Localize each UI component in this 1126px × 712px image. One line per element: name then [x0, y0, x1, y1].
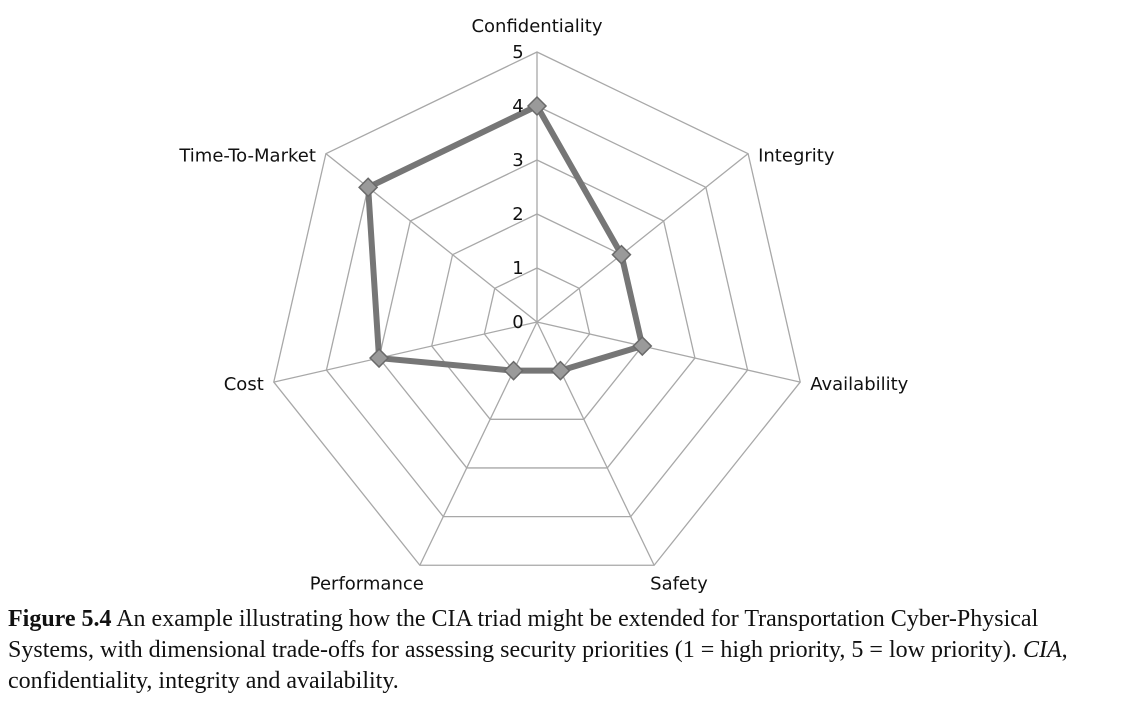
spoke-6	[325, 153, 538, 323]
figure-caption: Figure 5.4 An example illustrating how t…	[8, 604, 1118, 697]
data-point-cost	[369, 347, 390, 369]
tick-labels: 0 1 2 3 4 5	[512, 42, 523, 333]
spoke-2	[536, 321, 801, 383]
axis-label-integrity: Integrity	[758, 146, 835, 167]
caption-text-2: , confidentiality, integrity and availab…	[8, 637, 1068, 694]
axis-label-safety: Safety	[650, 573, 708, 594]
data-point-performance	[503, 360, 524, 381]
tick-label-5: 5	[512, 42, 523, 63]
data-point-safety	[550, 360, 571, 381]
caption-abbr: CIA	[1022, 637, 1062, 663]
caption-label: Figure 5.4	[8, 606, 112, 632]
spoke-1	[536, 153, 749, 323]
tick-label-2: 2	[512, 204, 523, 225]
spoke-3	[536, 321, 655, 566]
series-line	[365, 103, 646, 374]
caption-text-1: An example illustrating how the CIA tria…	[8, 606, 1039, 663]
radar-spokes	[273, 52, 801, 566]
axis-label-confidentiality: Confidentiality	[471, 16, 602, 37]
grid-ring-5	[273, 51, 801, 566]
data-point-availability	[632, 335, 653, 357]
axis-labels: Confidentiality Integrity Availability Safe…	[178, 16, 908, 594]
spoke-5	[273, 321, 538, 383]
grid-ring-3	[378, 159, 696, 469]
radar-chart: 0 1 2 3 4 5 Confidentiality Integrity Availabil…	[178, 16, 908, 594]
data-point-time-to-market	[358, 177, 379, 198]
axis-label-cost: Cost	[224, 374, 264, 395]
grid-ring-4	[325, 105, 749, 518]
data-point-confidentiality	[526, 95, 548, 117]
tick-label-0: 0	[512, 312, 523, 333]
axis-label-performance: Performance	[310, 573, 424, 594]
axis-label-availability: Availability	[810, 374, 908, 395]
tick-label-3: 3	[512, 150, 523, 171]
spoke-4	[419, 321, 538, 566]
axis-label-time-to-market: Time-To-Market	[178, 146, 316, 167]
tick-label-4: 4	[512, 96, 523, 117]
data-point-integrity	[611, 244, 632, 265]
tick-label-1: 1	[512, 258, 523, 279]
radar-series	[358, 95, 653, 381]
